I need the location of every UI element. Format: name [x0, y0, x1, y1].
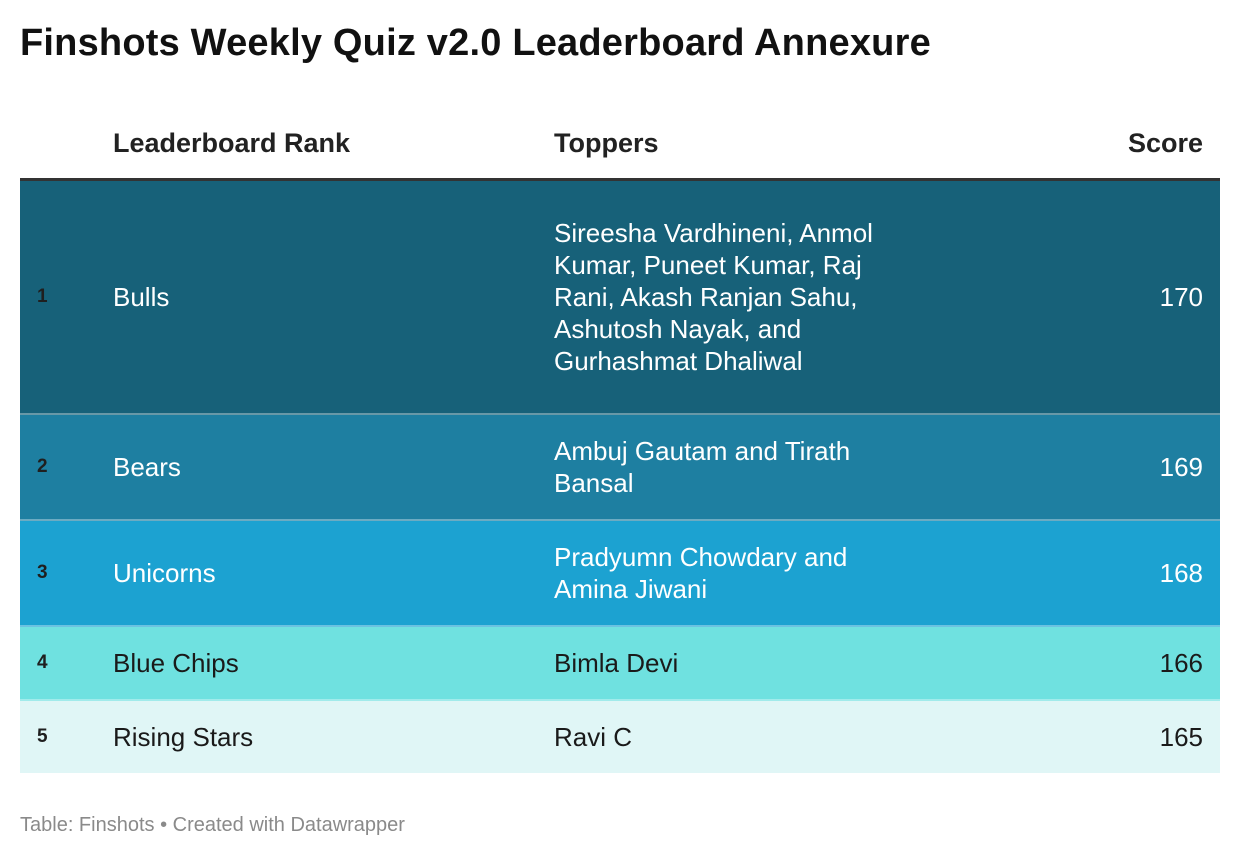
toppers-list: Ambuj Gautam and Tirath Bansal — [554, 436, 851, 498]
team-name: Bears — [113, 452, 181, 482]
table-row: 3 Unicorns Pradyumn Chowdary and Amina J… — [20, 521, 1220, 627]
team-name: Bulls — [113, 282, 170, 312]
row-number: 4 — [37, 652, 48, 673]
table-row: 4 Blue Chips Bimla Devi 166 — [20, 627, 1220, 701]
column-header-toppers: Toppers — [554, 128, 659, 158]
toppers-list: Sireesha Vardhineni, Anmol Kumar, Puneet… — [554, 218, 873, 376]
row-number: 1 — [37, 286, 48, 307]
column-header-score: Score — [1127, 128, 1203, 158]
team-name: Blue Chips — [113, 648, 239, 678]
source-footer: Table: Finshots • Created with Datawrapp… — [20, 814, 405, 836]
leaderboard-table: Leaderboard Rank Toppers Score 1 Bulls S… — [20, 118, 1220, 773]
team-name: Rising Stars — [113, 722, 254, 752]
score-value: 166 — [1159, 648, 1203, 678]
chart-title: Finshots Weekly Quiz v2.0 Leaderboard An… — [20, 22, 931, 64]
team-name: Unicorns — [113, 558, 216, 588]
score-value: 170 — [1159, 282, 1203, 312]
column-header-rank: Leaderboard Rank — [113, 128, 351, 158]
table-row: 1 Bulls Sireesha Vardhineni, Anmol Kumar… — [20, 181, 1220, 415]
toppers-list: Bimla Devi — [554, 648, 679, 678]
row-number: 2 — [37, 456, 48, 477]
toppers-list: Ravi C — [554, 722, 633, 752]
score-value: 168 — [1159, 558, 1203, 588]
score-value: 165 — [1159, 722, 1203, 752]
row-number: 5 — [37, 726, 48, 747]
table-row: 2 Bears Ambuj Gautam and Tirath Bansal 1… — [20, 415, 1220, 521]
toppers-list: Pradyumn Chowdary and Amina Jiwani — [554, 542, 848, 604]
row-number: 3 — [37, 562, 48, 583]
score-value: 169 — [1159, 452, 1203, 482]
table-row: 5 Rising Stars Ravi C 165 — [20, 701, 1220, 773]
table-header-row: Leaderboard Rank Toppers Score — [20, 118, 1220, 181]
